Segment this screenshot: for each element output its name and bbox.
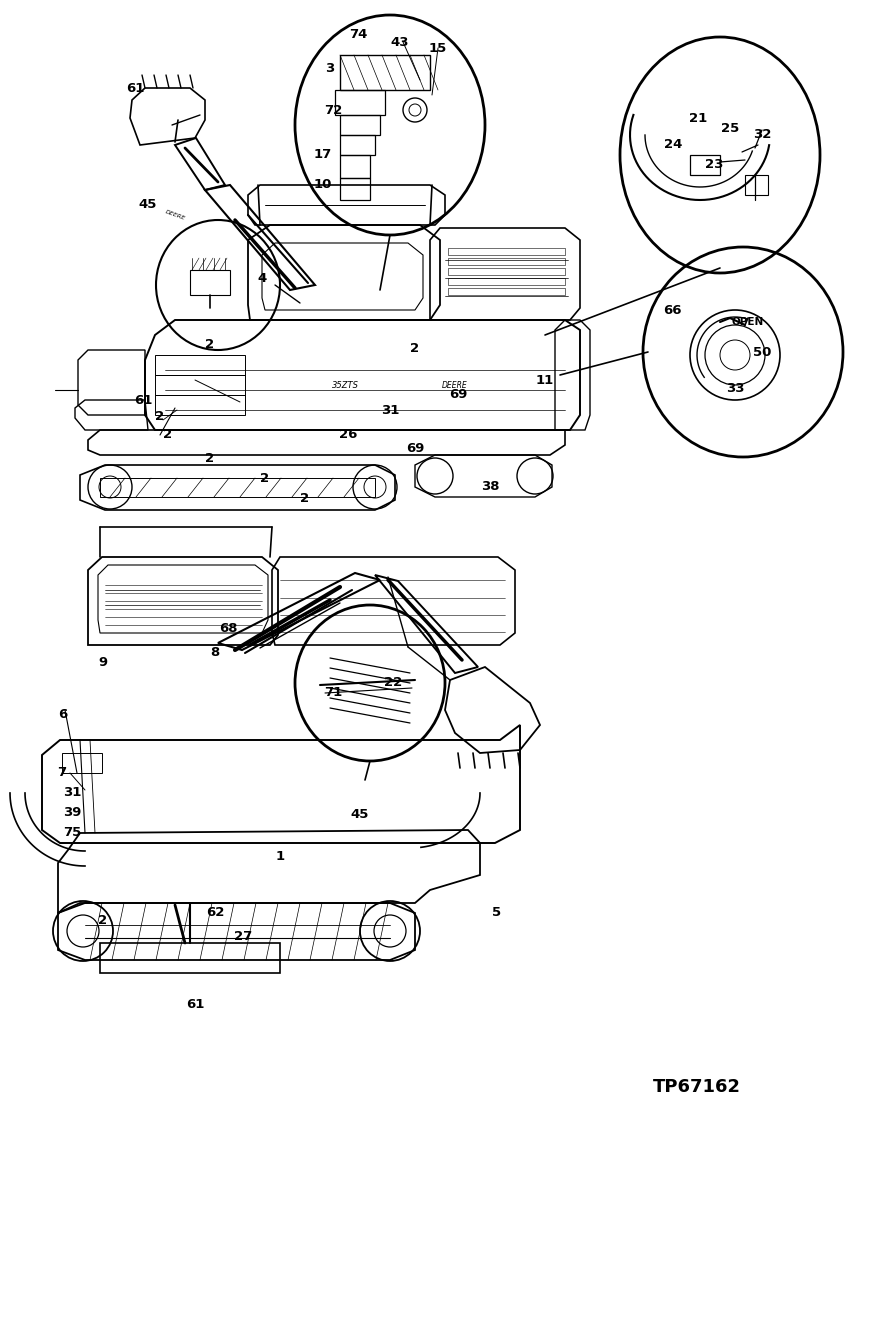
Text: 74: 74 — [349, 28, 368, 41]
Text: 45: 45 — [139, 199, 157, 212]
Text: 38: 38 — [481, 480, 499, 493]
Text: 61: 61 — [134, 393, 152, 407]
Text: 2: 2 — [205, 452, 215, 464]
Text: 43: 43 — [391, 36, 409, 48]
Text: 68: 68 — [219, 621, 237, 635]
Text: 6: 6 — [58, 709, 67, 721]
Text: 17: 17 — [314, 148, 332, 161]
Text: 8: 8 — [210, 647, 220, 660]
Text: 50: 50 — [753, 345, 771, 359]
Text: 61: 61 — [186, 998, 204, 1012]
Text: 69: 69 — [406, 441, 424, 455]
Text: 2: 2 — [410, 341, 420, 355]
Text: 7: 7 — [58, 765, 66, 778]
Text: DEERE: DEERE — [442, 381, 468, 391]
Text: 10: 10 — [313, 179, 333, 192]
Text: 23: 23 — [705, 159, 723, 172]
Text: 39: 39 — [63, 805, 81, 818]
Text: 11: 11 — [536, 373, 554, 387]
Text: 33: 33 — [725, 381, 745, 395]
Text: 3: 3 — [326, 61, 334, 75]
Text: 5: 5 — [492, 906, 502, 920]
Text: 62: 62 — [206, 906, 224, 920]
Text: 31: 31 — [63, 786, 81, 800]
Text: 2: 2 — [260, 472, 270, 484]
Text: 75: 75 — [63, 826, 81, 840]
Text: 66: 66 — [663, 304, 681, 316]
Text: 2: 2 — [99, 913, 107, 926]
Text: 4: 4 — [258, 272, 266, 284]
Text: 21: 21 — [689, 112, 707, 124]
Text: 9: 9 — [99, 656, 107, 669]
Text: 45: 45 — [351, 809, 369, 821]
Text: 72: 72 — [324, 104, 342, 116]
Text: 26: 26 — [339, 428, 357, 441]
Text: 25: 25 — [721, 121, 739, 135]
Text: 2: 2 — [163, 428, 173, 441]
Text: 31: 31 — [381, 404, 399, 416]
Text: DEERE: DEERE — [164, 209, 186, 221]
Text: 61: 61 — [126, 81, 144, 95]
Text: 24: 24 — [663, 139, 682, 152]
Text: TP67162: TP67162 — [653, 1078, 741, 1096]
Text: OPEN: OPEN — [732, 317, 764, 327]
Text: 2: 2 — [155, 411, 165, 424]
Text: 27: 27 — [234, 930, 252, 944]
Text: 32: 32 — [753, 128, 771, 140]
Text: 71: 71 — [324, 686, 342, 700]
Text: 35ZTS: 35ZTS — [332, 381, 359, 391]
Text: 22: 22 — [384, 677, 402, 689]
Text: 15: 15 — [429, 41, 447, 55]
Text: 69: 69 — [449, 388, 467, 401]
Text: 1: 1 — [276, 850, 285, 864]
Text: 2: 2 — [300, 492, 310, 504]
Text: 2: 2 — [205, 339, 215, 352]
